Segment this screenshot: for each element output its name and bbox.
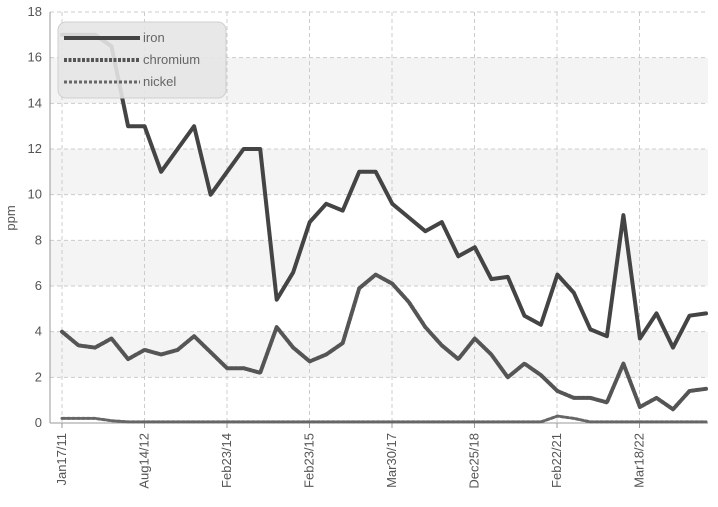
y-tick-label: 12 bbox=[28, 141, 42, 156]
y-tick-label: 10 bbox=[28, 187, 42, 202]
y-tick-label: 2 bbox=[35, 369, 42, 384]
y-tick-label: 8 bbox=[35, 232, 42, 247]
y-tick-label: 14 bbox=[28, 95, 42, 110]
y-axis-title: ppm bbox=[3, 205, 18, 230]
y-tick-label: 4 bbox=[35, 324, 42, 339]
gridlines bbox=[50, 11, 708, 424]
series-line-nickel bbox=[60, 414, 708, 424]
x-tick-label: Dec25/18 bbox=[467, 433, 482, 489]
legend-label-nickel: nickel bbox=[143, 74, 176, 89]
x-tick-label: Mar18/22 bbox=[632, 433, 647, 488]
legend-label-chromium: chromium bbox=[143, 52, 200, 67]
x-tick-label: Aug14/12 bbox=[137, 433, 152, 489]
plot-band bbox=[50, 240, 708, 286]
legend-label-iron: iron bbox=[143, 30, 165, 45]
legend-box bbox=[57, 21, 227, 99]
series-line-chromium bbox=[60, 272, 708, 412]
x-tick-label: Feb23/14 bbox=[219, 433, 234, 488]
y-tick-label: 16 bbox=[28, 50, 42, 65]
y-tick-label: 6 bbox=[35, 278, 42, 293]
legend: iron chromium nickel bbox=[57, 21, 227, 99]
x-tick-label: Feb23/15 bbox=[302, 433, 317, 488]
plot-band bbox=[50, 149, 708, 195]
plot-band bbox=[50, 331, 708, 378]
axes: 0 2 4 6 8 10 12 14 16 18 Jan17/11 Aug14/12 Feb23/14 F… bbox=[28, 4, 708, 489]
y-tick-label: 18 bbox=[28, 4, 42, 19]
y-tick-label: 0 bbox=[35, 415, 42, 430]
x-tick-label: Mar30/17 bbox=[384, 433, 399, 488]
series-line-iron bbox=[60, 32, 708, 350]
x-tick-label: Jan17/11 bbox=[54, 433, 69, 486]
series-lines bbox=[60, 32, 708, 424]
x-tick-label: Feb22/21 bbox=[549, 433, 564, 488]
